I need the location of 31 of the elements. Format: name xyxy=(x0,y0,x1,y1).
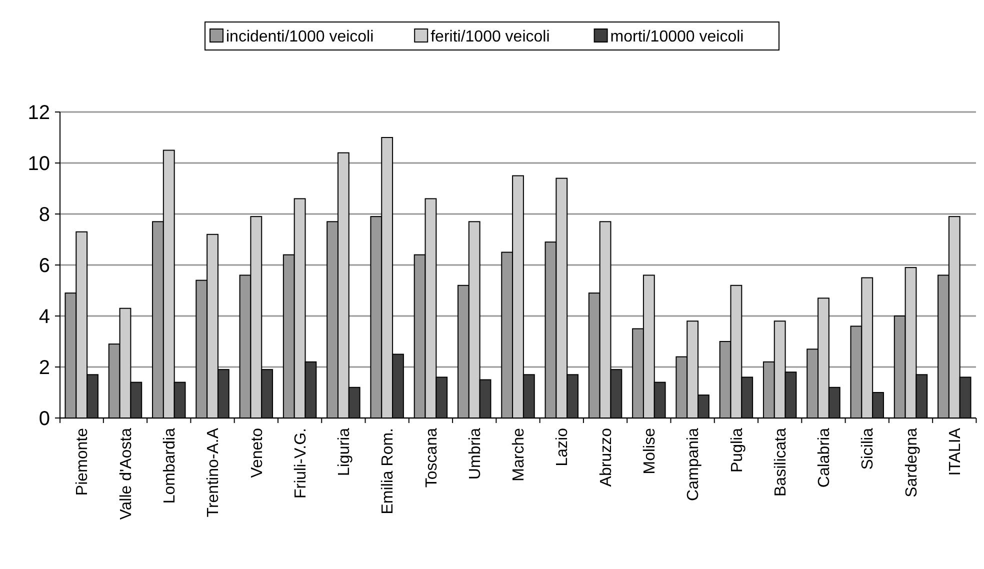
x-tick-label: Campania xyxy=(685,428,702,501)
y-tick-label: 0 xyxy=(38,408,50,430)
x-tick-label: Umbria xyxy=(466,428,484,480)
y-tick-label: 2 xyxy=(38,357,50,379)
x-tick-label: Veneto xyxy=(248,428,266,478)
x-tick-label: Piemonte xyxy=(74,428,92,496)
x-tick-label: Emilia Rom. xyxy=(380,428,397,514)
legend-label: incidenti/1000 veicoli xyxy=(226,28,374,46)
x-tick-label: Calabria xyxy=(816,428,834,488)
x-tick-label: Puglia xyxy=(728,428,746,472)
x-tick-label: Abruzzo xyxy=(598,428,615,487)
legend-label: morti/10000 veicoli xyxy=(610,28,744,46)
x-tick-label: Sicilia xyxy=(860,428,877,470)
x-tick-label: Friuli-V.G. xyxy=(292,428,310,499)
x-tick-label: Toscana xyxy=(423,428,440,488)
x-tick-label: Sardegna xyxy=(903,428,920,498)
y-tick-label: 6 xyxy=(38,255,50,277)
x-tick-label: Marche xyxy=(510,428,528,482)
x-tick-label: Liguria xyxy=(336,428,354,476)
y-tick-label: 4 xyxy=(38,306,50,328)
x-tick-label: ITALIA xyxy=(947,428,964,476)
x-tick-label: Lombardia xyxy=(161,428,178,504)
x-tick-label: Trentino-A.A xyxy=(205,428,222,518)
y-tick-label: 12 xyxy=(28,102,50,124)
x-tick-label: Molise xyxy=(642,428,659,474)
x-tick-label: Lazio xyxy=(554,428,572,466)
y-tick-label: 10 xyxy=(28,153,50,175)
legend-label: feriti/1000 veicoli xyxy=(430,28,550,46)
y-tick-label: 8 xyxy=(38,204,50,226)
x-tick-label: Valle d'Aosta xyxy=(118,428,135,520)
x-tick-label: Basilicata xyxy=(772,428,790,496)
